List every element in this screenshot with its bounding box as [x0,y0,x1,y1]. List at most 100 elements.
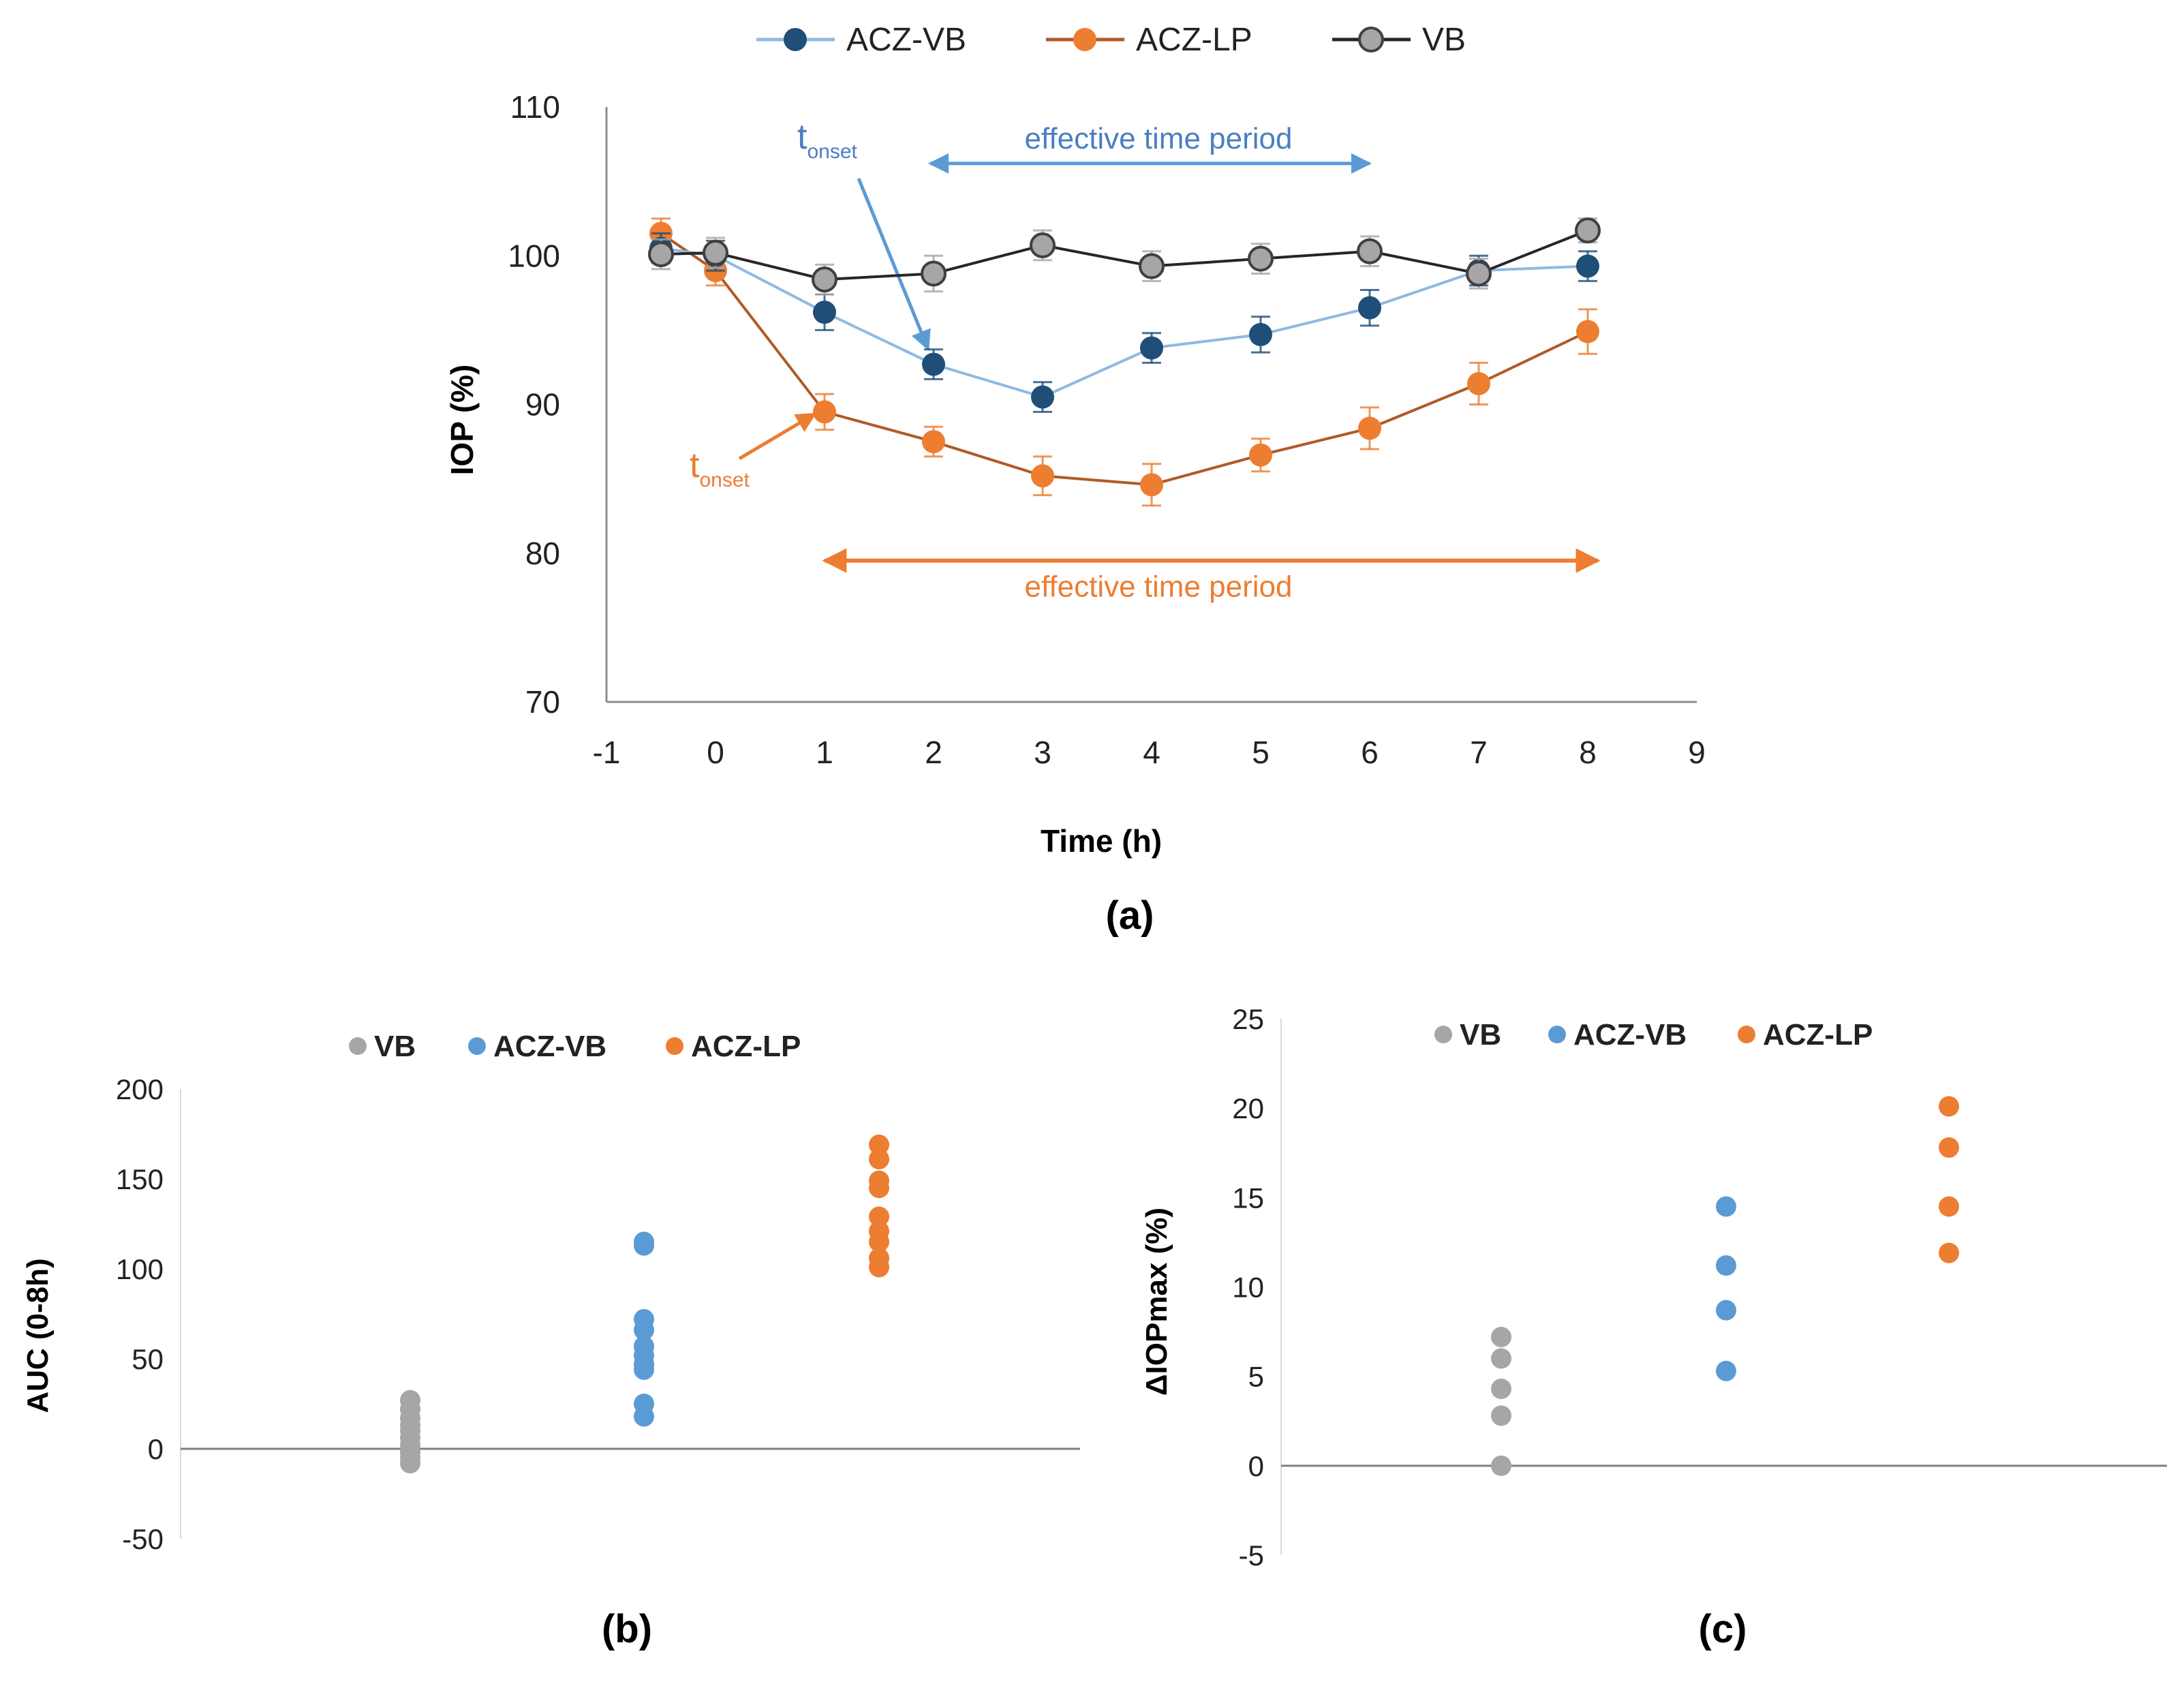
data-point-vb [1030,232,1056,258]
panel-a-x-tick-label: 4 [1143,735,1160,770]
panel-c-point-vb [1491,1455,1511,1476]
legend-marker-acz-vb [784,28,807,51]
data-point-vb [1139,253,1165,279]
panel-b-point-acz-lp [869,1148,889,1169]
panel-b-point-acz-lp [869,1134,889,1155]
data-point-vb [812,266,837,293]
data-point-acz-lp [1031,464,1054,488]
series-line-vb [660,229,1588,281]
legend-marker-acz-lp [1073,28,1096,51]
data-point-acz-vb [1249,322,1272,346]
panel-b-legend-label-acz-lp: ACZ-LP [691,1030,801,1063]
panel-c-point-acz-vb [1716,1360,1736,1381]
data-point-acz-vb [1576,254,1599,278]
data-point-vb [1248,245,1274,272]
data-point-acz-lp [1249,443,1272,467]
panel-b-point-acz-lp [869,1178,889,1199]
panel-a-y-tick-label: 80 [525,536,560,571]
panel-c-legend-label-acz-lp: ACZ-LP [1763,1018,1873,1052]
panel-b-points [400,1134,889,1474]
panel-c-point-acz-vb [1716,1196,1736,1217]
panel-c-point-acz-lp [1939,1137,1959,1158]
legend-label-acz-lp: ACZ-LP [1136,22,1252,58]
panel-a-x-tick-label: -1 [593,735,621,770]
panel-c-legend-marker-vb [1434,1026,1452,1043]
series-line-acz-lp [660,232,1588,487]
legend-marker-vb [1358,27,1384,52]
data-point-acz-vb [1358,296,1381,320]
data-point-acz-lp [1358,416,1381,440]
panel-b-legend-label-acz-vb: ACZ-VB [493,1030,606,1063]
panel-c-y-tick-label: 15 [1232,1182,1264,1214]
legend-label-vb: VB [1422,22,1466,58]
panel-b-point-acz-vb [634,1359,654,1380]
panel-b-point-acz-vb [634,1406,654,1427]
data-point-vb [1466,260,1492,287]
data-point-acz-lp [813,400,836,424]
data-point-acz-vb [1140,336,1163,360]
panel-a-x-tick-label: 5 [1252,735,1270,770]
panel-b-point-acz-lp [869,1231,889,1253]
data-point-vb [1357,238,1383,264]
panel-a-x-tick-label: 1 [816,735,833,770]
panel-c-y-tick-label: 0 [1248,1450,1264,1482]
data-point-acz-lp [1576,320,1599,343]
panel-c-y-tick-label: 10 [1232,1272,1264,1304]
series-line-acz-vb [660,247,1588,399]
panel-c-y-tick-label: -5 [1239,1539,1264,1571]
blue-t-onset-arrow [857,178,931,351]
panel-c-axes: -5 0 5 10 15 20 25 [1232,1003,2167,1571]
panel-a-x-axis-label: Time (h) [1041,823,1162,859]
panel-c-point-vb [1491,1405,1511,1426]
panel-a-x-tick-label: 2 [925,735,942,770]
panel-b-point-vb [400,1453,420,1474]
panel-b-y-tick-label: 150 [116,1163,164,1195]
data-point-acz-lp [1140,473,1163,497]
panel-b-legend-marker-acz-vb [468,1037,486,1055]
panel-b-y-tick-label: -50 [122,1523,164,1555]
panel-c-y-tick-label: 5 [1248,1361,1264,1393]
panel-c-points [1491,1096,1959,1476]
panel-c-legend-label-vb: VB [1460,1018,1501,1052]
panel-c-point-acz-vb [1716,1255,1736,1276]
data-point-vb [921,260,947,287]
panel-c-point-vb [1491,1348,1511,1369]
data-point-acz-lp [1467,371,1490,395]
panel-c-point-acz-lp [1939,1196,1959,1217]
panel-b-y-tick-label: 100 [116,1253,164,1285]
data-point-acz-vb [1031,385,1054,409]
panel-b-legend-label-vb: VB [374,1030,416,1063]
orange-t-onset-label: tonset [690,446,750,491]
panel-b-point-acz-lp [869,1257,889,1278]
panel-a-x-tick-label: 7 [1470,735,1488,770]
data-point-acz-vb [922,352,945,376]
data-point-acz-lp [922,430,945,454]
panel-a-x-tick-label: 3 [1034,735,1051,770]
orange-effective-period-label: effective time period [1025,570,1293,604]
panel-b-legend: VB ACZ-VB ACZ-LP [349,1030,801,1063]
data-point-acz-vb [813,301,836,324]
panel-c-point-acz-lp [1939,1096,1959,1117]
panel-c-caption: (c) [1699,1607,1747,1651]
panel-b-point-acz-vb [634,1235,654,1256]
panel-b-legend-marker-acz-lp [666,1037,683,1055]
data-point-vb [648,241,674,268]
panel-c-y-tick-label: 25 [1232,1003,1264,1035]
panel-c-point-vb [1491,1326,1511,1347]
panel-a-y-tick-label: 70 [525,684,560,720]
panel-b-y-tick-label: 200 [116,1073,164,1105]
panel-a-series [648,217,1601,507]
panel-c-point-acz-lp [1939,1242,1959,1263]
panel-c-legend-marker-acz-lp [1738,1026,1755,1043]
panel-c-legend-marker-acz-vb [1548,1026,1566,1043]
panel-c-legend-label-acz-vb: ACZ-VB [1573,1018,1687,1052]
panel-a-y-tick-label: 90 [525,387,560,423]
data-point-vb [703,239,728,266]
panel-b-caption: (b) [602,1607,652,1651]
panel-a-caption: (a) [1106,893,1154,938]
panel-b-legend-marker-vb [349,1037,367,1055]
panel-c-y-axis-label: ΔIOPmax (%) [1140,1208,1173,1396]
